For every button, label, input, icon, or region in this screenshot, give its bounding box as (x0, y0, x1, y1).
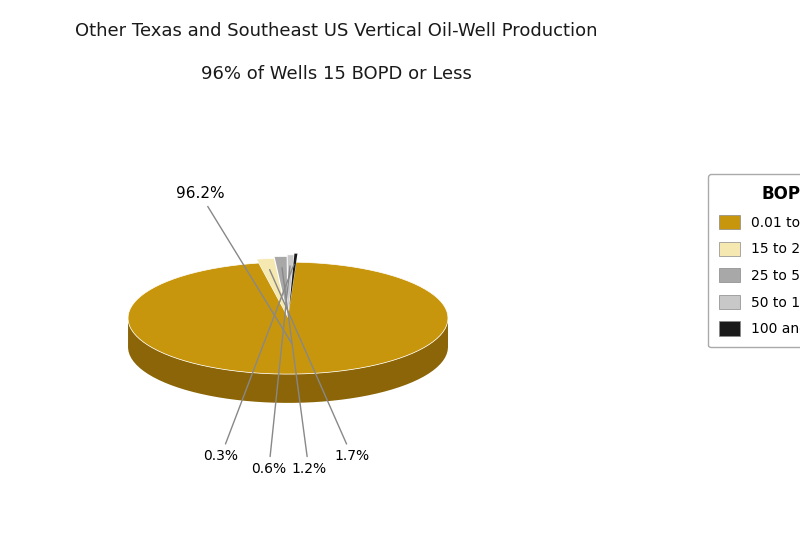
Text: 1.2%: 1.2% (282, 268, 326, 476)
Polygon shape (128, 262, 448, 374)
Text: 0.6%: 0.6% (251, 266, 290, 476)
Text: Other Texas and Southeast US Vertical Oil-Well Production: Other Texas and Southeast US Vertical Oi… (74, 22, 598, 40)
Polygon shape (288, 255, 294, 311)
Text: 1.7%: 1.7% (270, 269, 370, 463)
Text: 96% of Wells 15 BOPD or Less: 96% of Wells 15 BOPD or Less (201, 65, 471, 83)
Polygon shape (289, 253, 298, 309)
Polygon shape (257, 259, 286, 314)
Polygon shape (274, 256, 287, 313)
Legend: 0.01 to 15, 15 to 25, 25 to 50, 50 to 100, 100 and higher: 0.01 to 15, 15 to 25, 25 to 50, 50 to 10… (708, 174, 800, 347)
Text: 0.3%: 0.3% (203, 264, 294, 463)
Polygon shape (128, 319, 448, 403)
Text: 96.2%: 96.2% (176, 186, 292, 344)
